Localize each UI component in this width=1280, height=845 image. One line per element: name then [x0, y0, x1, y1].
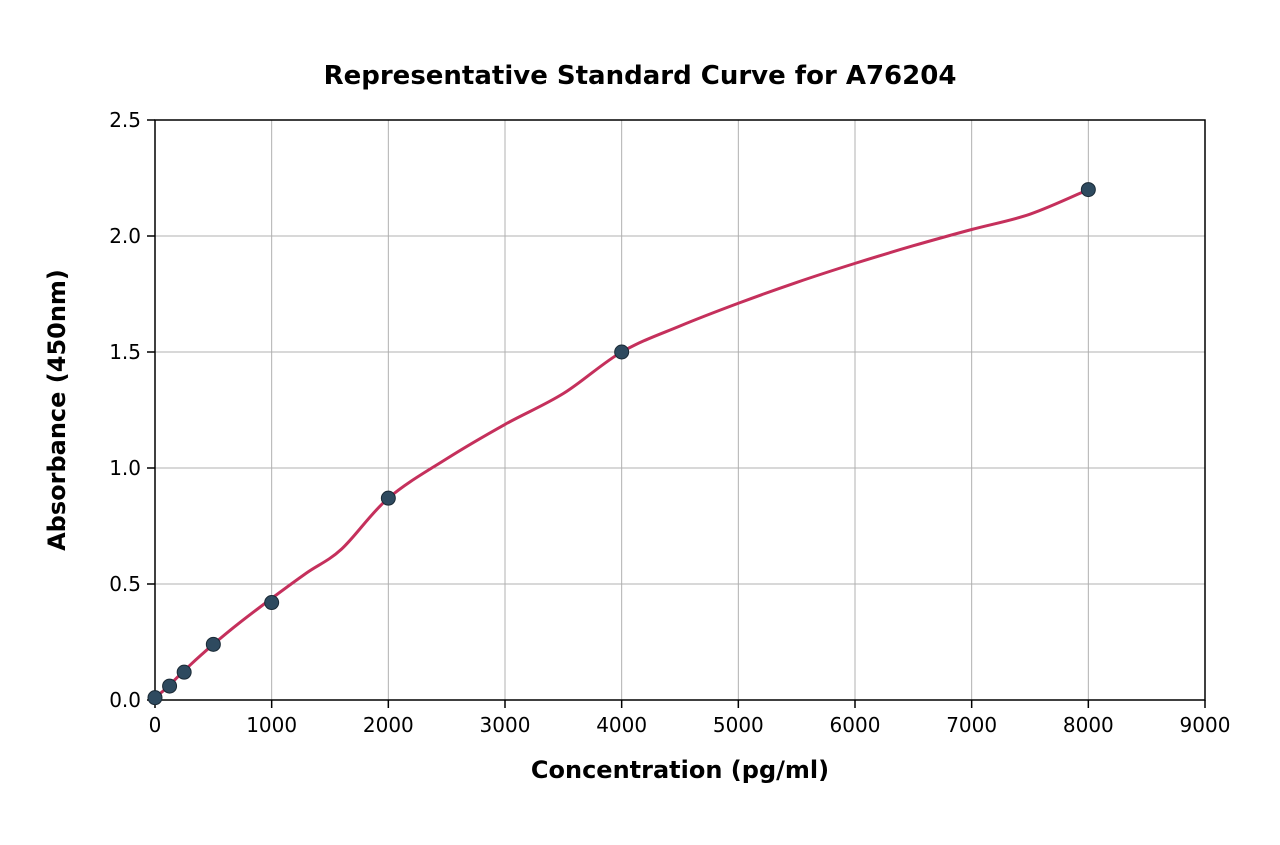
- y-tick-label: 1.5: [109, 340, 141, 364]
- data-point-marker: [163, 679, 177, 693]
- chart-title: Representative Standard Curve for A76204: [324, 61, 957, 91]
- y-tick-label: 1.0: [109, 456, 141, 480]
- y-tick-label: 2.5: [109, 108, 141, 132]
- x-tick-label: 7000: [946, 713, 997, 737]
- data-point-marker: [177, 665, 191, 679]
- data-point-marker: [615, 345, 629, 359]
- x-tick-label: 3000: [480, 713, 531, 737]
- y-axis-label: Absorbance (450nm): [43, 269, 71, 551]
- y-tick-label: 0.5: [109, 572, 141, 596]
- x-axis-label: Concentration (pg/ml): [531, 756, 829, 784]
- standard-curve-chart: 0 1000 2000 3000 4000 5000 6000 7000 8000 9000 0.0…: [0, 0, 1280, 845]
- chart-container: 0 1000 2000 3000 4000 5000 6000 7000 8000 9000 0.0…: [0, 0, 1280, 845]
- data-point-marker: [148, 691, 162, 705]
- x-tick-label: 4000: [596, 713, 647, 737]
- x-tick-label: 1000: [246, 713, 297, 737]
- x-tick-label: 5000: [713, 713, 764, 737]
- x-tick-label: 9000: [1180, 713, 1231, 737]
- y-tick-label: 2.0: [109, 224, 141, 248]
- data-point-marker: [206, 637, 220, 651]
- data-point-marker: [265, 596, 279, 610]
- x-tick-label: 8000: [1063, 713, 1114, 737]
- data-point-marker: [381, 491, 395, 505]
- y-tick-label: 0.0: [109, 688, 141, 712]
- x-tick-label: 0: [149, 713, 162, 737]
- x-tick-label: 2000: [363, 713, 414, 737]
- data-point-marker: [1081, 183, 1095, 197]
- x-tick-label: 6000: [830, 713, 881, 737]
